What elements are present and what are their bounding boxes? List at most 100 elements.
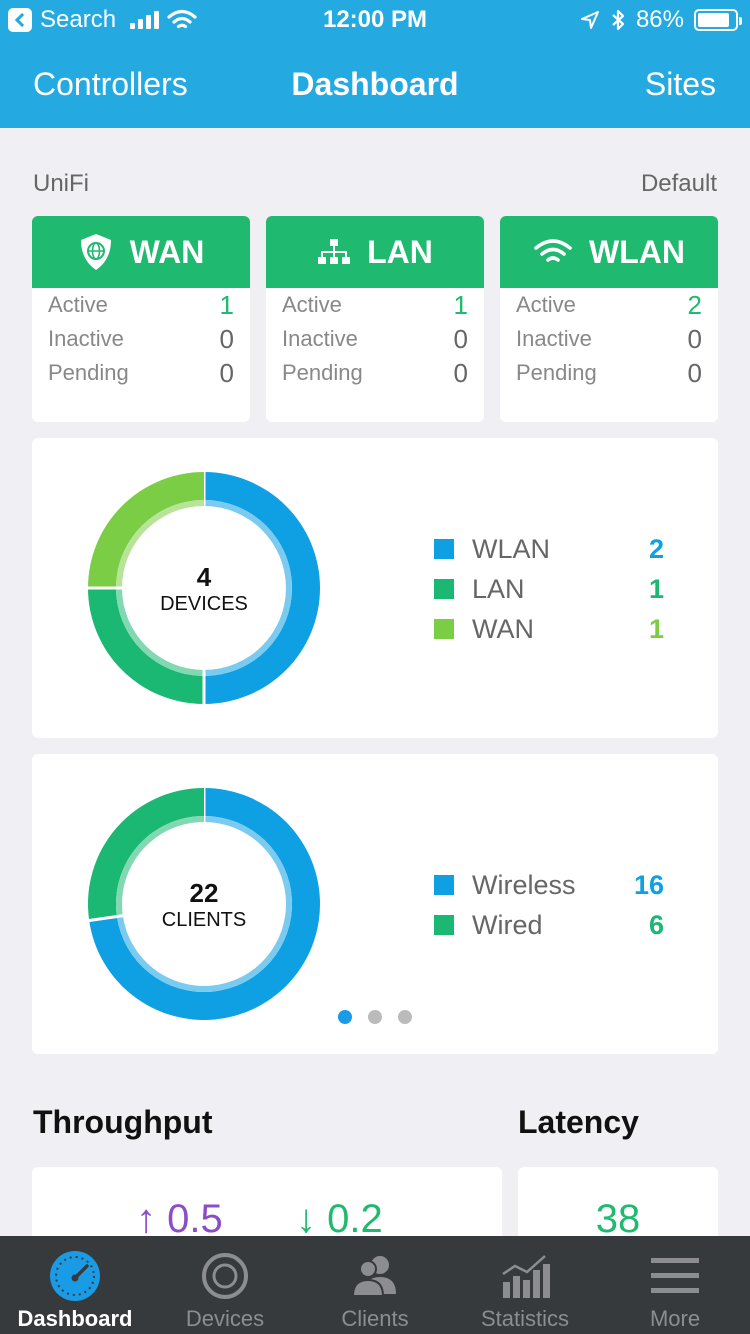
page-indicator[interactable] bbox=[32, 1010, 718, 1024]
clients-card[interactable]: 22 CLIENTS Wireless 16 Wired 6 bbox=[32, 754, 718, 1054]
back-to-search[interactable]: Search bbox=[8, 6, 197, 34]
pending-label: Pending bbox=[282, 360, 363, 385]
legend-label: Wireless bbox=[472, 869, 576, 900]
legend-item-wired: Wired 6 bbox=[434, 905, 664, 945]
tab-more[interactable]: More bbox=[600, 1236, 750, 1334]
legend-swatch bbox=[434, 539, 454, 559]
back-label: Search bbox=[40, 6, 117, 33]
tab-statistics[interactable]: Statistics bbox=[450, 1236, 600, 1334]
wan-inactive-count: 0 bbox=[219, 323, 234, 354]
legend-item-lan: LAN 1 bbox=[434, 569, 664, 609]
wlan-active-row: Active 2 bbox=[500, 288, 718, 322]
throughput-title: Throughput bbox=[33, 1104, 213, 1140]
lan-card-header: LAN bbox=[266, 216, 484, 288]
wlan-active-count: 2 bbox=[687, 289, 702, 320]
lan-pending-count: 0 bbox=[453, 357, 468, 388]
legend-item-wan: WAN 1 bbox=[434, 609, 664, 649]
lan-summary-card[interactable]: LAN Active 1 Inactive 0 Pending 0 bbox=[266, 216, 484, 422]
devices-slice-inner-lan bbox=[116, 588, 204, 676]
active-label: Active bbox=[516, 292, 576, 317]
tab-clients[interactable]: Clients bbox=[300, 1236, 450, 1334]
clients-count: 22 bbox=[189, 878, 219, 908]
legend-value: 2 bbox=[648, 533, 664, 564]
controller-name: UniFi bbox=[33, 170, 90, 197]
clients-legend: Wireless 16 Wired 6 bbox=[434, 865, 664, 945]
page-title: Dashboard bbox=[291, 66, 459, 102]
wan-summary-card[interactable]: WAN Active 1 Inactive 0 Pending 0 bbox=[32, 216, 250, 422]
lan-pending-row: Pending 0 bbox=[266, 356, 484, 390]
wan-active-row: Active 1 bbox=[32, 288, 250, 322]
legend-value: 16 bbox=[633, 869, 664, 900]
tab-dashboard[interactable]: Dashboard bbox=[0, 1236, 150, 1334]
lan-active-count: 1 bbox=[453, 289, 468, 320]
status-right: 86% bbox=[580, 6, 742, 34]
tab-label: Devices bbox=[185, 1306, 265, 1331]
controllers-button[interactable]: Controllers bbox=[33, 66, 188, 102]
page-dot-3[interactable] bbox=[398, 1010, 412, 1024]
tab-label: Clients bbox=[341, 1306, 409, 1331]
wan-pending-row: Pending 0 bbox=[32, 356, 250, 390]
clients-slice-separator bbox=[88, 913, 126, 923]
latency-title: Latency bbox=[518, 1104, 639, 1140]
tab-devices[interactable]: Devices bbox=[150, 1236, 300, 1334]
page-dot-1[interactable] bbox=[338, 1010, 352, 1024]
tab-label: Dashboard bbox=[17, 1306, 133, 1331]
devices-count: 4 bbox=[196, 562, 212, 592]
speedometer-icon bbox=[50, 1251, 100, 1301]
throughput-down: ↓ 0.2 bbox=[296, 1197, 383, 1241]
devices-donut-chart bbox=[88, 472, 320, 704]
legend-item-wireless: Wireless 16 bbox=[434, 865, 664, 905]
wlan-card-header: WLAN bbox=[500, 216, 718, 288]
devices-slice-inner-wan bbox=[116, 500, 204, 588]
site-name[interactable]: Default bbox=[640, 170, 717, 197]
wlan-pending-count: 0 bbox=[687, 357, 702, 388]
wlan-summary-card[interactable]: WLAN Active 2 Inactive 0 Pending 0 bbox=[500, 216, 718, 422]
wifi-icon bbox=[534, 239, 572, 262]
page-dot-2[interactable] bbox=[368, 1010, 382, 1024]
nav-bar: Controllers Dashboard Sites bbox=[0, 60, 750, 110]
wlan-inactive-count: 0 bbox=[687, 323, 702, 354]
battery-percent: 86% bbox=[635, 6, 684, 33]
device-ring-icon bbox=[202, 1253, 248, 1299]
sites-button[interactable]: Sites bbox=[644, 66, 716, 102]
people-icon bbox=[351, 1256, 396, 1297]
status-time: 12:00 PM bbox=[322, 6, 428, 33]
inactive-label: Inactive bbox=[282, 326, 358, 351]
devices-card[interactable]: 4 DEVICES WLAN 2 LAN 1 WAN 1 bbox=[32, 438, 718, 738]
wifi-status-icon bbox=[167, 9, 197, 29]
signal-icon bbox=[130, 11, 160, 29]
latency-value: 38 bbox=[595, 1197, 641, 1241]
lan-active-row: Active 1 bbox=[266, 288, 484, 322]
bluetooth-icon bbox=[612, 9, 625, 31]
legend-label: LAN bbox=[472, 573, 525, 604]
bar-chart-icon bbox=[502, 1255, 550, 1298]
legend-item-wlan: WLAN 2 bbox=[434, 529, 664, 569]
back-chevron-icon bbox=[8, 8, 32, 32]
devices-label: DEVICES bbox=[160, 593, 248, 615]
devices-slice-wlan bbox=[204, 472, 320, 704]
clients-slice-wired bbox=[88, 788, 204, 921]
legend-swatch bbox=[434, 619, 454, 639]
legend-value: 1 bbox=[648, 573, 664, 604]
shield-globe-icon bbox=[80, 234, 111, 270]
legend-label: WLAN bbox=[472, 533, 551, 564]
wlan-pending-row: Pending 0 bbox=[500, 356, 718, 390]
tab-bar: Dashboard Devices Clients Statistics bbox=[0, 1236, 750, 1334]
inactive-label: Inactive bbox=[48, 326, 124, 351]
legend-label: Wired bbox=[472, 909, 543, 940]
lan-inactive-row: Inactive 0 bbox=[266, 322, 484, 356]
wlan-card-title: WLAN bbox=[589, 233, 685, 270]
legend-label: WAN bbox=[472, 613, 534, 644]
clients-donut-chart bbox=[88, 788, 320, 1020]
tab-label: More bbox=[649, 1306, 701, 1331]
wan-inactive-row: Inactive 0 bbox=[32, 322, 250, 356]
legend-swatch bbox=[434, 875, 454, 895]
wan-active-count: 1 bbox=[219, 289, 234, 320]
header: Search 12:00 PM 86% Controllers Dashboar… bbox=[0, 0, 750, 128]
legend-swatch bbox=[434, 915, 454, 935]
devices-legend: WLAN 2 LAN 1 WAN 1 bbox=[434, 529, 664, 649]
throughput-up: ↑ 0.5 bbox=[136, 1197, 223, 1241]
wan-card-title: WAN bbox=[129, 233, 205, 270]
legend-swatch bbox=[434, 579, 454, 599]
legend-value: 6 bbox=[648, 909, 664, 940]
